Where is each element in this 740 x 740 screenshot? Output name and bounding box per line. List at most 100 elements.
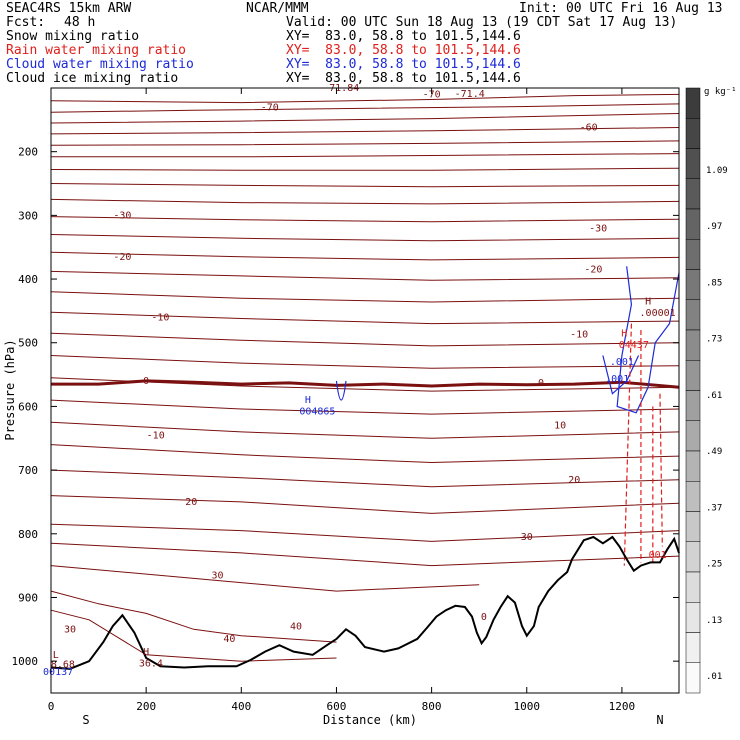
colorbar-step — [685, 541, 701, 573]
contour-label: 8.68 — [51, 660, 75, 671]
temperature-contour — [50, 251, 680, 261]
x-axis-label: Distance (km) — [323, 713, 417, 727]
x-tick-label: 0 — [48, 700, 55, 713]
colorbar-step — [685, 178, 701, 210]
temperature-contour — [50, 198, 680, 205]
terrain-profile — [50, 535, 680, 670]
field-cloudice-name: Cloud ice mixing ratio — [6, 71, 179, 86]
fcst-value: 48 h — [64, 15, 96, 30]
contour-label: 001 — [649, 550, 667, 561]
field-cloudwater-name: Cloud water mixing ratio — [6, 57, 194, 72]
y-tick-label: 600 — [18, 400, 38, 413]
x-tick-label: 800 — [422, 700, 442, 713]
colorbar-tick-label: .01 — [706, 672, 722, 682]
colorbar-step — [685, 208, 701, 240]
temperature-contour — [50, 103, 680, 113]
y-tick-label: 900 — [18, 591, 38, 604]
colorbar-tick-label: .25 — [706, 560, 722, 570]
temperature-contour — [50, 93, 680, 104]
fcst-label: Fcst: — [6, 15, 46, 30]
field-cloudwater-xy: XY= 83.0, 58.8 to 101.5,144.6 — [286, 57, 521, 72]
contour-label: -20 — [113, 252, 131, 263]
contour-label: 30 — [211, 570, 223, 581]
temperature-contour — [50, 216, 680, 223]
colorbar-tick-label: .49 — [706, 447, 722, 457]
contour-label: -20 — [584, 265, 602, 276]
contour-label: -30 — [113, 211, 131, 222]
temperature-contour — [50, 469, 680, 488]
field-rain-xy: XY= 83.0, 58.8 to 101.5,144.6 — [286, 43, 521, 58]
temperature-contour — [50, 113, 680, 124]
contour-label: 20 — [568, 475, 580, 486]
colorbar-step — [685, 632, 701, 663]
contour-label: -10 — [570, 330, 588, 341]
colorbar-unit: g kg⁻¹ — [704, 87, 737, 97]
temperature-contour — [50, 140, 680, 146]
contour-label: H — [305, 395, 311, 406]
temperature-contour — [50, 523, 680, 542]
contour-label: .001 — [605, 374, 629, 385]
colorbar-step — [685, 420, 701, 452]
valid-time: Valid: 00 UTC Sun 18 Aug 13 (19 CDT Sat … — [286, 15, 678, 30]
contour-label: -60 — [580, 123, 598, 134]
colorbar-step — [685, 602, 701, 633]
colorbar-step — [685, 239, 701, 270]
contour-label: -10 — [151, 312, 169, 323]
colorbar-tick-label: .85 — [706, 278, 722, 288]
colorbar-step — [685, 299, 701, 331]
colorbar-step — [685, 571, 701, 603]
x-tick-label: 1000 — [514, 700, 541, 713]
contour-label: 40 — [290, 621, 302, 632]
contour-label: -70 — [423, 90, 441, 101]
y-tick-label: 700 — [18, 464, 38, 477]
temperature-contour — [50, 444, 680, 464]
init-time: Init: 00 UTC Fri 16 Aug 13 — [519, 1, 723, 16]
y-tick-label: 1000 — [12, 655, 39, 668]
temperature-contour — [50, 291, 680, 303]
contour-label: 0 — [481, 612, 487, 623]
contour-label: H — [621, 328, 627, 339]
contour-label: 10 — [554, 421, 566, 432]
temperature-contour — [50, 127, 680, 135]
contour-label: 30 — [64, 625, 76, 636]
temperature-contour — [50, 234, 680, 242]
contour-label: L — [53, 650, 59, 661]
colorbar-tick-label: .13 — [706, 616, 722, 626]
colorbar-tick-label: .73 — [706, 335, 722, 345]
colorbar-step — [685, 511, 701, 542]
temperature-contour — [50, 399, 680, 415]
colorbar-step — [685, 450, 701, 482]
temperature-contour — [50, 421, 680, 439]
temperature-contour — [50, 311, 680, 325]
y-tick-label: 800 — [18, 528, 38, 541]
temperature-contour — [50, 609, 337, 662]
colorbar-step — [685, 360, 701, 391]
contour-label: -70 — [261, 102, 279, 113]
contour-label: -71.84 — [323, 83, 359, 94]
contour-label: -71.4 — [455, 89, 485, 100]
x-axis: 0 200 400 600 800 1000 1200 — [48, 88, 635, 713]
temperature-contour — [50, 183, 680, 188]
rain-contour — [623, 323, 633, 566]
temperature-contour — [50, 167, 680, 171]
freezing-level-line — [51, 379, 680, 389]
contour-label: H — [645, 297, 651, 308]
x-tick-label: 600 — [327, 700, 347, 713]
colorbar-step — [685, 481, 701, 512]
colorbar-step — [685, 148, 701, 179]
field-snow-name: Snow mixing ratio — [6, 29, 140, 44]
y-axis-label: Pressure (hPa) — [3, 339, 17, 440]
cloud-water-contour — [335, 380, 347, 401]
x-tick-label: 1200 — [609, 700, 636, 713]
contour-label: .00001 — [640, 308, 676, 319]
colorbar-tick-label: .61 — [706, 391, 722, 401]
colorbar-tick-label: .37 — [706, 503, 722, 513]
center-name: NCAR/MMM — [246, 1, 309, 16]
colorbar-tick-label: .97 — [706, 222, 722, 232]
cloud-water-contour — [616, 266, 680, 414]
colorbar-step — [685, 329, 701, 361]
colorbar-tick-label: 1.09 — [706, 166, 728, 176]
contour-label: 04437 — [619, 340, 649, 351]
temperature-contour — [50, 495, 680, 514]
